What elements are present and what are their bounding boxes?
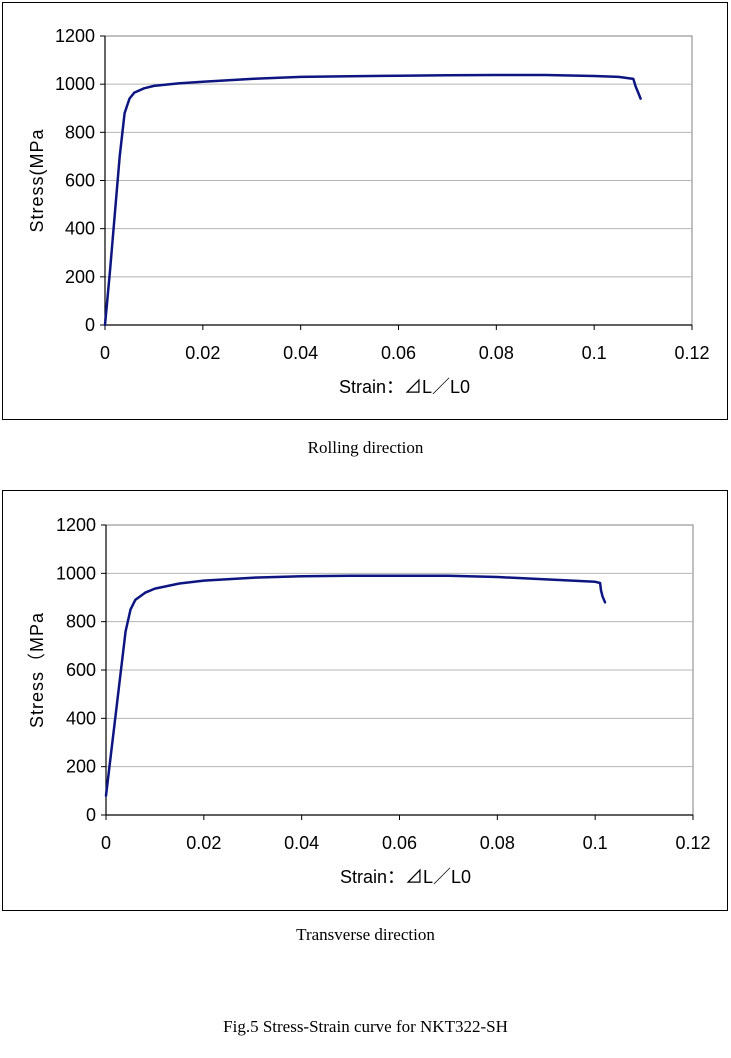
x-tick-label: 0: [101, 833, 111, 853]
caption-rolling: Rolling direction: [307, 438, 424, 457]
chart-transverse: 0 200 400 600 800 1000 1200 0 0.02 0.04 0.06 0.08 0.…: [27, 515, 711, 887]
x-tick-label: 0.04: [283, 343, 318, 363]
y-tick-label: 1000: [55, 74, 95, 94]
y-axis-label: Stress(MPa: [27, 128, 47, 232]
x-axis-label: Strain：⊿L／L0: [340, 867, 471, 887]
y-tick-label: 1000: [56, 563, 96, 583]
y-tick-label: 400: [65, 219, 95, 239]
series-line: [104, 574, 607, 797]
x-tick-label: 0.08: [479, 343, 514, 363]
x-tick-label: 0.02: [186, 833, 221, 853]
y-tick-label: 200: [66, 757, 96, 777]
x-tick-label: 0.12: [675, 833, 710, 853]
figure-caption: Fig.5 Stress-Strain curve for NKT322-SH: [223, 1017, 508, 1036]
x-tick-label: 0.1: [583, 833, 608, 853]
y-tick-label: 200: [65, 267, 95, 287]
x-tick-label: 0.02: [185, 343, 220, 363]
chart-panel-transverse: 0 200 400 600 800 1000 1200 0 0.02 0.04 0.06 0.08 0.…: [2, 490, 728, 911]
x-tick-label: 0.06: [381, 343, 416, 363]
y-tick-label: 400: [66, 708, 96, 728]
y-tick-label: 1200: [55, 26, 95, 46]
y-tick-label: 0: [85, 315, 95, 335]
caption-transverse: Transverse direction: [296, 925, 435, 944]
x-tick-label: 0: [100, 343, 110, 363]
y-tick-label: 600: [66, 660, 96, 680]
series-line: [103, 73, 642, 327]
chart-panel-rolling: 0 200 400 600 800 1000 1200 0 0.02 0.04 0.06 0.08 0.…: [2, 2, 728, 420]
x-tick-label: 0.08: [480, 833, 515, 853]
y-tick-label: 0: [86, 805, 96, 825]
y-tick-label: 800: [66, 612, 96, 632]
x-tick-label: 0.12: [674, 343, 709, 363]
x-axis-label: Strain：⊿L／L0: [339, 377, 470, 397]
x-tick-label: 0.04: [284, 833, 319, 853]
y-tick-label: 1200: [56, 515, 96, 535]
chart-rolling: 0 200 400 600 800 1000 1200 0 0.02 0.04 0.06 0.08 0.…: [27, 26, 710, 397]
y-axis-label: Stress（MPa: [27, 612, 47, 728]
y-tick-label: 800: [65, 122, 95, 142]
y-tick-label: 600: [65, 171, 95, 191]
x-tick-label: 0.1: [582, 343, 607, 363]
x-tick-label: 0.06: [382, 833, 417, 853]
